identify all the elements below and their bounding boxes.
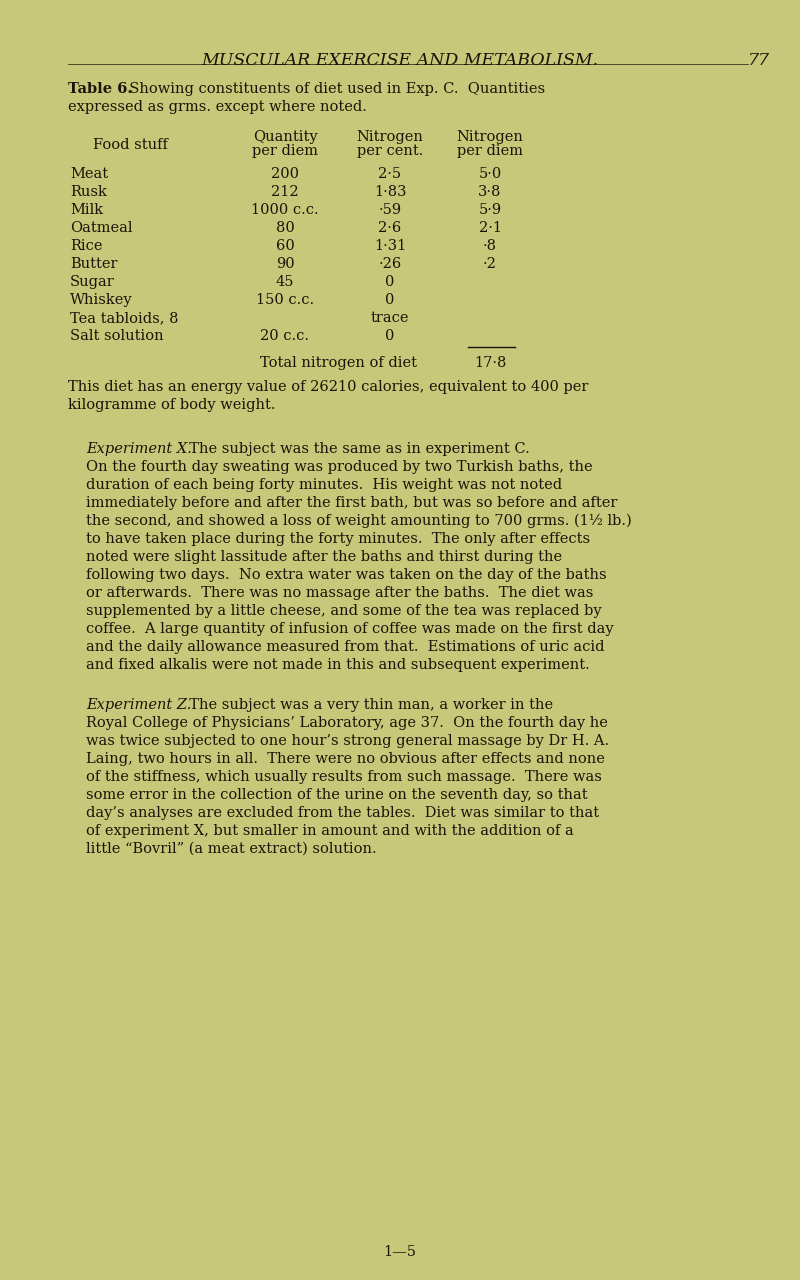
Text: the second, and showed a loss of weight amounting to 700 grms. (1½ lb.): the second, and showed a loss of weight … bbox=[86, 515, 632, 529]
Text: 0: 0 bbox=[386, 293, 394, 307]
Text: noted were slight lassitude after the baths and thirst during the: noted were slight lassitude after the ba… bbox=[86, 550, 562, 564]
Text: per diem: per diem bbox=[457, 143, 523, 157]
Text: 5·0: 5·0 bbox=[478, 166, 502, 180]
Text: duration of each being forty minutes.  His weight was not noted: duration of each being forty minutes. Hi… bbox=[86, 477, 562, 492]
Text: 0: 0 bbox=[386, 275, 394, 289]
Text: Salt solution: Salt solution bbox=[70, 329, 164, 343]
Text: The subject was the same as in experiment C.: The subject was the same as in experimen… bbox=[180, 442, 530, 456]
Text: 45: 45 bbox=[276, 275, 294, 289]
Text: Butter: Butter bbox=[70, 257, 118, 271]
Text: supplemented by a little cheese, and some of the tea was replaced by: supplemented by a little cheese, and som… bbox=[86, 604, 602, 618]
Text: Nitrogen: Nitrogen bbox=[357, 131, 423, 143]
Text: some error in the collection of the urine on the seventh day, so that: some error in the collection of the urin… bbox=[86, 788, 588, 803]
Text: 2·1: 2·1 bbox=[478, 221, 502, 236]
Text: 150 c.c.: 150 c.c. bbox=[256, 293, 314, 307]
Text: 80: 80 bbox=[276, 221, 294, 236]
Text: 200: 200 bbox=[271, 166, 299, 180]
Text: On the fourth day sweating was produced by two Turkish baths, the: On the fourth day sweating was produced … bbox=[86, 460, 593, 474]
Text: This diet has an energy value of 26210 calories, equivalent to 400 per: This diet has an energy value of 26210 c… bbox=[68, 380, 588, 394]
Text: Total nitrogen of diet: Total nitrogen of diet bbox=[260, 356, 417, 370]
Text: Table 6.: Table 6. bbox=[68, 82, 132, 96]
Text: 90: 90 bbox=[276, 257, 294, 271]
Text: to have taken place during the forty minutes.  The only after effects: to have taken place during the forty min… bbox=[86, 532, 590, 547]
Text: 2·5: 2·5 bbox=[378, 166, 402, 180]
Text: 17·8: 17·8 bbox=[474, 356, 506, 370]
Text: 1—5: 1—5 bbox=[383, 1245, 417, 1260]
Text: expressed as grms. except where noted.: expressed as grms. except where noted. bbox=[68, 100, 367, 114]
Text: 2·6: 2·6 bbox=[378, 221, 402, 236]
Text: trace: trace bbox=[370, 311, 410, 325]
Text: or afterwards.  There was no massage after the baths.  The diet was: or afterwards. There was no massage afte… bbox=[86, 586, 594, 600]
Text: per cent.: per cent. bbox=[357, 143, 423, 157]
Text: Sugar: Sugar bbox=[70, 275, 114, 289]
Text: Whiskey: Whiskey bbox=[70, 293, 133, 307]
Text: of experiment X, but smaller in amount and with the addition of a: of experiment X, but smaller in amount a… bbox=[86, 824, 574, 838]
Text: Showing constituents of diet used in Exp. C.  Quantities: Showing constituents of diet used in Exp… bbox=[120, 82, 545, 96]
Text: and the daily allowance measured from that.  Estimations of uric acid: and the daily allowance measured from th… bbox=[86, 640, 605, 654]
Text: Quantity: Quantity bbox=[253, 131, 318, 143]
Text: Experiment X.: Experiment X. bbox=[86, 442, 192, 456]
Text: coffee.  A large quantity of infusion of coffee was made on the first day: coffee. A large quantity of infusion of … bbox=[86, 622, 614, 636]
Text: Oatmeal: Oatmeal bbox=[70, 221, 133, 236]
Text: little “Bovril” (a meat extract) solution.: little “Bovril” (a meat extract) solutio… bbox=[86, 842, 377, 856]
Text: 1·31: 1·31 bbox=[374, 239, 406, 253]
Text: per diem: per diem bbox=[252, 143, 318, 157]
Text: kilogramme of body weight.: kilogramme of body weight. bbox=[68, 398, 275, 412]
Text: 77: 77 bbox=[748, 52, 770, 69]
Text: Tea tabloids, 8: Tea tabloids, 8 bbox=[70, 311, 178, 325]
Text: Meat: Meat bbox=[70, 166, 108, 180]
Text: 60: 60 bbox=[276, 239, 294, 253]
Text: Experiment Z.: Experiment Z. bbox=[86, 698, 191, 712]
Text: Nitrogen: Nitrogen bbox=[457, 131, 523, 143]
Text: following two days.  No extra water was taken on the day of the baths: following two days. No extra water was t… bbox=[86, 568, 606, 582]
Text: 1000 c.c.: 1000 c.c. bbox=[251, 204, 319, 218]
Text: The subject was a very thin man, a worker in the: The subject was a very thin man, a worke… bbox=[180, 698, 553, 712]
Text: Food stuff: Food stuff bbox=[93, 138, 167, 152]
Text: ·26: ·26 bbox=[378, 257, 402, 271]
Text: Laing, two hours in all.  There were no obvious after effects and none: Laing, two hours in all. There were no o… bbox=[86, 751, 605, 765]
Text: MUSCULAR EXERCISE AND METABOLISM.: MUSCULAR EXERCISE AND METABOLISM. bbox=[202, 52, 598, 69]
Text: 1·83: 1·83 bbox=[374, 186, 406, 198]
Text: Royal College of Physicians’ Laboratory, age 37.  On the fourth day he: Royal College of Physicians’ Laboratory,… bbox=[86, 716, 608, 730]
Text: 212: 212 bbox=[271, 186, 299, 198]
Text: 0: 0 bbox=[386, 329, 394, 343]
Text: Rusk: Rusk bbox=[70, 186, 107, 198]
Text: of the stiffness, which usually results from such massage.  There was: of the stiffness, which usually results … bbox=[86, 771, 602, 783]
Text: 20 c.c.: 20 c.c. bbox=[261, 329, 310, 343]
Text: 5·9: 5·9 bbox=[478, 204, 502, 218]
Text: ·2: ·2 bbox=[483, 257, 497, 271]
Text: and fixed alkalis were not made in this and subsequent experiment.: and fixed alkalis were not made in this … bbox=[86, 658, 590, 672]
Text: day’s analyses are excluded from the tables.  Diet was similar to that: day’s analyses are excluded from the tab… bbox=[86, 806, 599, 820]
Text: ·8: ·8 bbox=[483, 239, 497, 253]
Text: was twice subjected to one hour’s strong general massage by Dr H. A.: was twice subjected to one hour’s strong… bbox=[86, 733, 609, 748]
Text: Rice: Rice bbox=[70, 239, 102, 253]
Text: immediately before and after the first bath, but was so before and after: immediately before and after the first b… bbox=[86, 495, 618, 509]
Text: 3·8: 3·8 bbox=[478, 186, 502, 198]
Text: ·59: ·59 bbox=[378, 204, 402, 218]
Text: Milk: Milk bbox=[70, 204, 103, 218]
